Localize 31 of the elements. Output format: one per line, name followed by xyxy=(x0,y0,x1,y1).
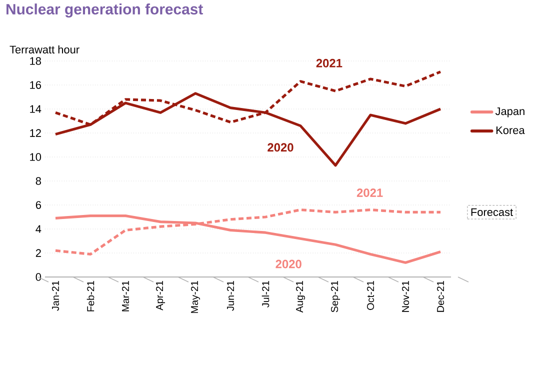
y-tick-label: 0 xyxy=(36,273,42,281)
x-tick-label: Sep-21 xyxy=(331,281,340,312)
x-tick-label: Nov-21 xyxy=(402,281,410,312)
annotation: 2021 xyxy=(316,58,342,68)
y-tick-label: 12 xyxy=(30,129,41,137)
legend-label: Korea xyxy=(496,126,525,134)
y-tick-label: 10 xyxy=(30,153,42,161)
x-tick-label: Jul-21 xyxy=(262,281,270,308)
x-tick-label: Jun-21 xyxy=(226,281,234,311)
y-tick-label: 16 xyxy=(30,81,41,89)
x-tick-label: Feb-21 xyxy=(86,281,94,312)
y-tick-label: 14 xyxy=(30,105,42,113)
x-tick-label: Oct-21 xyxy=(366,280,374,310)
y-tick-label: 6 xyxy=(36,201,41,209)
annotation: 2020 xyxy=(268,143,294,152)
x-tick-label: Apr-21 xyxy=(156,281,166,310)
x-tick-label: Jan-21 xyxy=(52,281,60,311)
x-tick-label: May-21 xyxy=(191,281,200,313)
x-tick-label: Mar-21 xyxy=(122,281,130,312)
y-tick-label: 2 xyxy=(36,249,41,257)
annotation: 2021 xyxy=(356,188,383,197)
legend-label: Japan xyxy=(495,107,524,118)
text: Forecast xyxy=(471,208,513,216)
x-tick-label: Dec-21 xyxy=(436,281,444,312)
y-tick-label: 8 xyxy=(36,177,41,185)
chart-title: Nuclear generation forecast xyxy=(6,4,203,18)
y-tick-label: 18 xyxy=(30,57,41,65)
x-tick-label: Aug-21 xyxy=(296,281,306,313)
y-tick-label: 4 xyxy=(36,225,42,233)
y-axis-title: Terrawatt hour xyxy=(10,45,80,54)
annotation: 2020 xyxy=(276,260,302,268)
